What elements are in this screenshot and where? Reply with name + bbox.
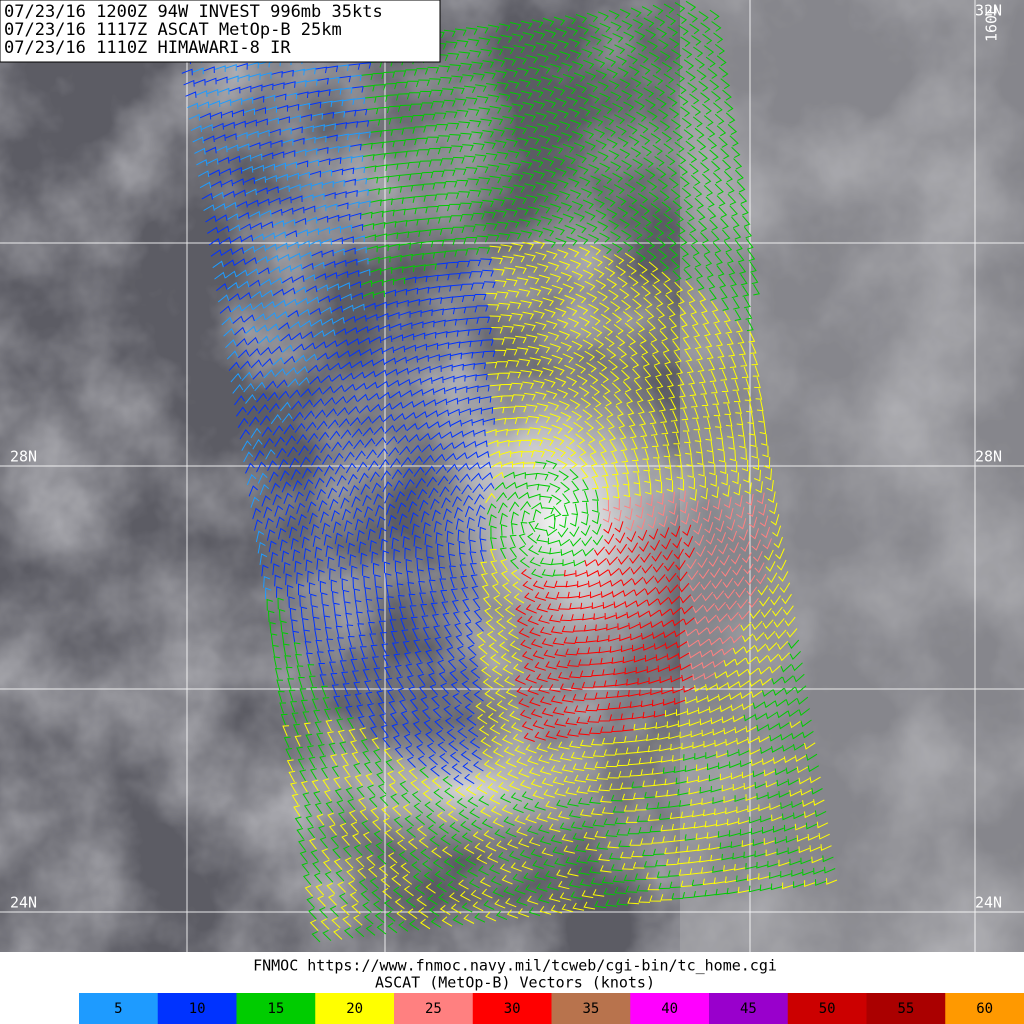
legend-swatch — [236, 993, 316, 1024]
barb-group — [602, 490, 772, 681]
legend-swatch — [630, 993, 710, 1024]
legend-swatch — [157, 993, 237, 1024]
legend-swatch — [394, 993, 474, 1024]
header-box — [0, 0, 441, 63]
legend-value: 60 — [976, 1001, 993, 1017]
graticule — [0, 0, 1024, 952]
legend-swatch — [79, 993, 159, 1024]
legend-value: 45 — [740, 1001, 757, 1017]
legend-value: 15 — [267, 1001, 284, 1017]
legend-swatch — [709, 993, 789, 1024]
header-line: 07/23/16 1200Z 94W INVEST 996mb 35kts — [4, 2, 383, 22]
legend-value: 20 — [346, 1001, 363, 1017]
header-line: 07/23/16 1110Z HIMAWARI-8 IR — [4, 38, 291, 58]
legend-value: 35 — [582, 1001, 599, 1017]
legend-swatch — [866, 993, 946, 1024]
lat-label: 28N — [975, 448, 1002, 466]
footer-source: FNMOC https://www.fnmoc.navy.mil/tcweb/c… — [253, 957, 777, 975]
lat-label: 24N — [975, 894, 1002, 912]
legend-swatch — [551, 993, 631, 1024]
legend-value: 55 — [897, 1001, 914, 1017]
legend-value: 40 — [661, 1001, 678, 1017]
legend-swatch — [945, 993, 1024, 1024]
lat-label: 32N — [975, 2, 1002, 20]
legend-value: 25 — [425, 1001, 442, 1017]
legend-swatch — [315, 993, 395, 1024]
lat-label: 28N — [10, 448, 37, 466]
legend-value: 50 — [819, 1001, 836, 1017]
legend-swatch — [472, 993, 552, 1024]
header-line: 07/23/16 1117Z ASCAT MetOp-B 25km — [4, 20, 342, 40]
cloud-mass — [280, 720, 660, 860]
legend-swatch — [787, 993, 867, 1024]
color-legend: 5 10 15 20 25 30 35 40 45 50 55 60 — [79, 993, 1024, 1024]
legend-title: ASCAT (MetOp-B) Vectors (knots) — [375, 974, 655, 992]
barb-group — [282, 240, 838, 940]
cloud-band — [680, 0, 1024, 952]
lat-label: 24N — [10, 894, 37, 912]
legend-value: 30 — [504, 1001, 521, 1017]
legend-value: 5 — [114, 1001, 122, 1017]
legend-value: 10 — [189, 1001, 206, 1017]
lon-label: 160E — [983, 6, 1001, 42]
barb-group — [514, 521, 695, 742]
